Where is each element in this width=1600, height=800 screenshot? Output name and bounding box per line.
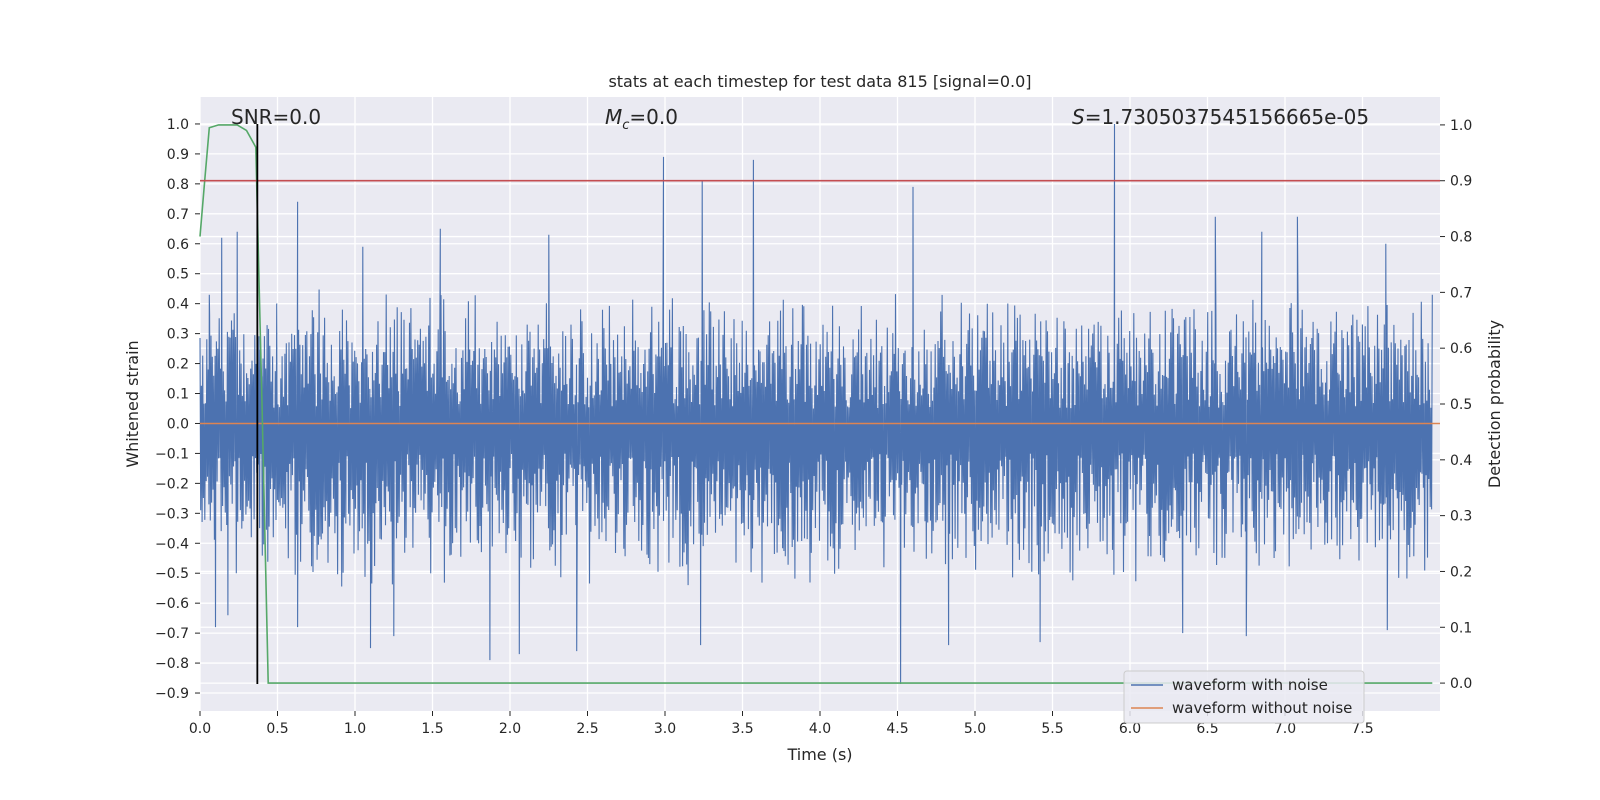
y2-tick-label: 0.3 bbox=[1450, 509, 1472, 525]
y-tick-label: −0.6 bbox=[155, 596, 189, 612]
x-axis-ticks: 0.0 0.5 1.0 1.5 2.0 2.5 3.0 3.5 4.0 4.5 5.0 5.5 6.0 6… bbox=[189, 711, 1374, 737]
chirp-mass-subscript: c bbox=[622, 118, 629, 133]
y2-tick-label: 0.9 bbox=[1450, 174, 1472, 190]
x-tick-label: 6.0 bbox=[1119, 721, 1141, 737]
x-tick-label: 6.5 bbox=[1196, 721, 1218, 737]
y-tick-label: 0.2 bbox=[167, 357, 189, 373]
y-tick-label: −0.2 bbox=[155, 476, 189, 492]
x-tick-label: 3.5 bbox=[731, 721, 753, 737]
x-tick-label: 7.5 bbox=[1351, 721, 1373, 737]
waveform-with-noise-series bbox=[199, 123, 1433, 685]
y2-tick-label: 0.4 bbox=[1450, 453, 1472, 469]
y2-tick-label: 0.6 bbox=[1450, 341, 1472, 357]
y-tick-label: 0.6 bbox=[167, 237, 189, 253]
legend-box bbox=[1123, 670, 1365, 724]
noise-waveform-line bbox=[199, 123, 1433, 685]
y2-tick-label: 0.5 bbox=[1450, 397, 1472, 413]
y-tick-label: −0.1 bbox=[155, 446, 189, 462]
x-tick-label: 3.0 bbox=[654, 721, 676, 737]
x-tick-label: 0.0 bbox=[189, 721, 211, 737]
y-tick-label: 0.4 bbox=[167, 297, 189, 313]
x-tick-label: 1.5 bbox=[421, 721, 443, 737]
y-tick-label: −0.4 bbox=[155, 536, 189, 552]
legend-label-clean: waveform without noise bbox=[1172, 699, 1352, 717]
x-tick-label: 4.5 bbox=[886, 721, 908, 737]
legend: waveform with noise waveform without noi… bbox=[1123, 670, 1365, 724]
x-tick-label: 0.5 bbox=[266, 721, 288, 737]
y-tick-label: 0.0 bbox=[167, 416, 189, 432]
y-tick-label: −0.3 bbox=[155, 506, 189, 522]
s-value: =1.7305037545156665e-05 bbox=[1085, 105, 1369, 129]
y-axis-ticks: 1.0 0.9 0.8 0.7 0.6 0.5 0.4 0.3 0.2 0.1 0.0 −0.1 −0.… bbox=[155, 117, 200, 702]
s-annotation: S=1.7305037545156665e-05 bbox=[1072, 105, 1369, 129]
y2-axis-ticks: 1.0 0.9 0.8 0.7 0.6 0.5 0.4 0.3 0.2 0.1 0.0 bbox=[1440, 118, 1472, 692]
x-tick-label: 5.5 bbox=[1041, 721, 1063, 737]
x-tick-label: 7.0 bbox=[1274, 721, 1296, 737]
chirp-mass-annotation: Mc=0.0 bbox=[605, 105, 678, 133]
y-tick-label: 0.3 bbox=[167, 327, 189, 343]
detection-probability-line bbox=[199, 124, 1433, 684]
y-tick-label: −0.8 bbox=[155, 656, 189, 672]
y-tick-label: −0.9 bbox=[155, 686, 189, 702]
s-symbol: S bbox=[1072, 105, 1085, 129]
y2-tick-label: 0.1 bbox=[1450, 620, 1472, 636]
x-tick-label: 2.0 bbox=[499, 721, 521, 737]
chirp-mass-symbol: M bbox=[605, 105, 622, 129]
chart-title: stats at each timestep for test data 815… bbox=[608, 72, 1031, 91]
y2-tick-label: 0.0 bbox=[1450, 676, 1472, 692]
y2-tick-label: 1.0 bbox=[1450, 118, 1472, 134]
y2-axis-label: Detection probability bbox=[1485, 320, 1504, 488]
x-axis-label: Time (s) bbox=[786, 745, 852, 764]
x-tick-label: 4.0 bbox=[809, 721, 831, 737]
y-tick-label: −0.7 bbox=[155, 626, 189, 642]
series-marks bbox=[199, 123, 1440, 685]
y-tick-label: 0.9 bbox=[167, 147, 189, 163]
y2-tick-label: 0.8 bbox=[1450, 230, 1472, 246]
x-tick-label: 5.0 bbox=[964, 721, 986, 737]
x-tick-label: 2.5 bbox=[576, 721, 598, 737]
y-tick-label: −0.5 bbox=[155, 566, 189, 582]
y-tick-label: 0.7 bbox=[167, 207, 189, 223]
y2-tick-label: 0.7 bbox=[1450, 285, 1472, 301]
y2-tick-label: 0.2 bbox=[1450, 564, 1472, 580]
y-tick-label: 0.1 bbox=[167, 387, 189, 403]
y-axis-label: Whitened strain bbox=[123, 340, 142, 467]
y-tick-label: 1.0 bbox=[167, 117, 189, 133]
legend-label-noise: waveform with noise bbox=[1172, 676, 1328, 694]
x-tick-label: 1.0 bbox=[344, 721, 366, 737]
y-tick-label: 0.5 bbox=[167, 267, 189, 283]
y-tick-label: 0.8 bbox=[167, 177, 189, 193]
chirp-mass-value: =0.0 bbox=[629, 105, 678, 129]
snr-annotation: SNR=0.0 bbox=[231, 105, 321, 129]
